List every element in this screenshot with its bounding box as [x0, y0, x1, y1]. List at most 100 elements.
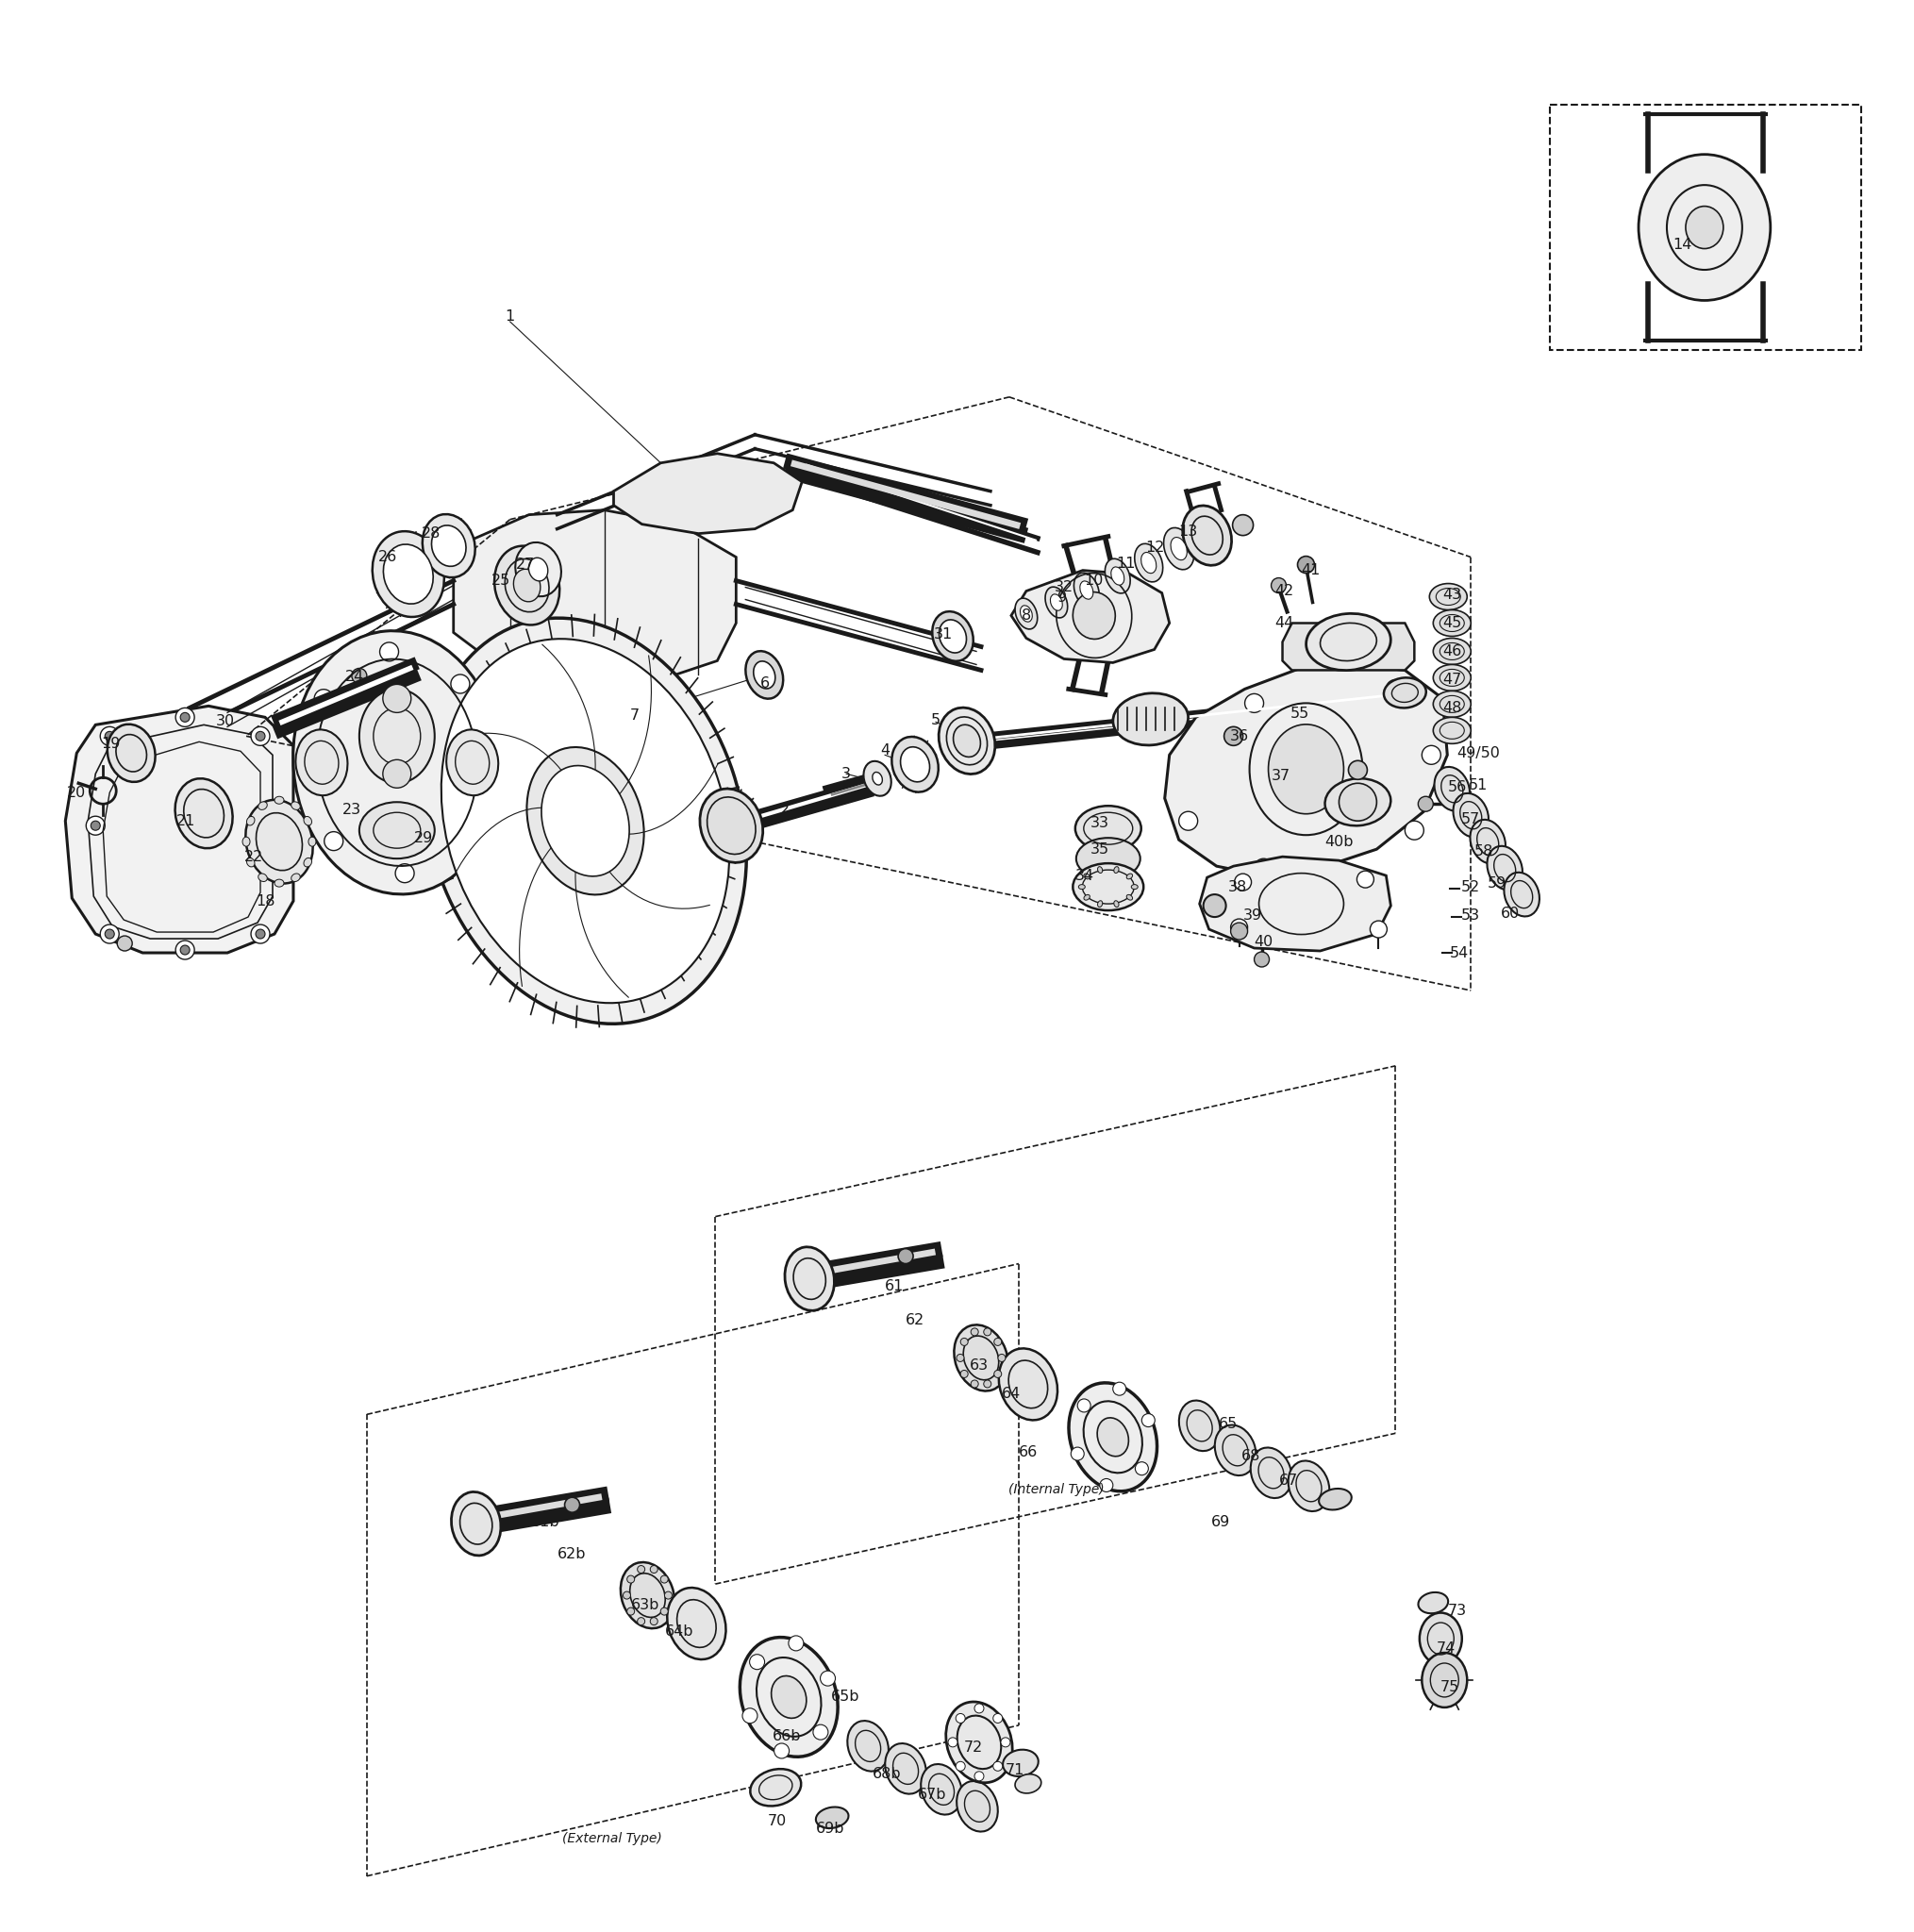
Text: 21: 21	[176, 813, 195, 829]
Text: 14: 14	[1673, 238, 1692, 251]
Circle shape	[813, 1725, 829, 1739]
Ellipse shape	[1422, 1652, 1468, 1708]
Circle shape	[1231, 920, 1248, 935]
Circle shape	[352, 668, 367, 684]
Text: 11: 11	[1116, 556, 1135, 570]
Ellipse shape	[1074, 864, 1143, 910]
Circle shape	[1235, 873, 1252, 891]
Circle shape	[1357, 871, 1374, 889]
Text: 55: 55	[1290, 707, 1309, 721]
Text: 48: 48	[1443, 701, 1462, 715]
Text: 46: 46	[1443, 643, 1462, 659]
Ellipse shape	[1051, 595, 1062, 611]
Ellipse shape	[1215, 1426, 1256, 1476]
Ellipse shape	[1127, 873, 1133, 879]
Circle shape	[821, 1671, 835, 1687]
Ellipse shape	[1114, 867, 1120, 873]
Text: 43: 43	[1443, 587, 1462, 603]
Polygon shape	[1200, 856, 1391, 951]
Text: 13: 13	[1179, 526, 1198, 539]
Ellipse shape	[953, 1325, 1009, 1391]
Ellipse shape	[1233, 514, 1254, 535]
Circle shape	[664, 1592, 672, 1600]
Ellipse shape	[938, 707, 995, 775]
Circle shape	[1143, 1414, 1154, 1428]
Circle shape	[743, 1708, 758, 1723]
Circle shape	[452, 674, 469, 694]
Text: (External Type): (External Type)	[563, 1832, 662, 1845]
Circle shape	[947, 1737, 957, 1747]
Ellipse shape	[1171, 537, 1187, 560]
Circle shape	[993, 1714, 1003, 1723]
Circle shape	[984, 1379, 991, 1387]
Circle shape	[105, 732, 115, 740]
Ellipse shape	[1183, 506, 1231, 566]
Ellipse shape	[308, 837, 316, 846]
Circle shape	[628, 1607, 635, 1615]
Ellipse shape	[1083, 873, 1089, 879]
Ellipse shape	[1250, 1447, 1292, 1497]
Text: 68: 68	[1240, 1449, 1259, 1463]
Circle shape	[270, 815, 289, 835]
Text: 20: 20	[67, 786, 86, 800]
Ellipse shape	[1003, 1750, 1039, 1776]
Ellipse shape	[1074, 591, 1116, 639]
Ellipse shape	[900, 748, 930, 782]
Text: 24: 24	[345, 670, 364, 684]
Ellipse shape	[513, 570, 540, 601]
Ellipse shape	[1083, 895, 1089, 900]
Circle shape	[1001, 1737, 1011, 1747]
Circle shape	[993, 1339, 1001, 1345]
Text: 58: 58	[1474, 844, 1493, 858]
Circle shape	[957, 1354, 965, 1362]
Ellipse shape	[383, 545, 433, 605]
Ellipse shape	[1179, 1401, 1219, 1451]
Text: 52: 52	[1460, 879, 1480, 895]
Ellipse shape	[741, 1636, 838, 1756]
Ellipse shape	[1135, 543, 1164, 582]
Ellipse shape	[892, 736, 938, 792]
Circle shape	[637, 1617, 645, 1625]
Circle shape	[1231, 923, 1248, 939]
Ellipse shape	[291, 802, 300, 810]
Ellipse shape	[957, 1781, 997, 1832]
Ellipse shape	[1504, 873, 1539, 916]
Text: 44: 44	[1275, 616, 1294, 630]
Text: 72: 72	[965, 1741, 984, 1754]
Ellipse shape	[1164, 527, 1194, 570]
Text: 47: 47	[1443, 672, 1462, 686]
Text: 26: 26	[377, 551, 396, 564]
Circle shape	[383, 684, 412, 713]
Text: 28: 28	[421, 527, 440, 541]
Ellipse shape	[528, 558, 547, 582]
Ellipse shape	[1045, 587, 1068, 618]
Ellipse shape	[1434, 665, 1470, 692]
Ellipse shape	[999, 1349, 1058, 1420]
Polygon shape	[1011, 570, 1169, 663]
Bar	[1550, 104, 1860, 350]
Ellipse shape	[1430, 583, 1468, 611]
Ellipse shape	[921, 1764, 963, 1814]
Text: 18: 18	[255, 895, 276, 908]
Ellipse shape	[425, 618, 746, 1024]
Ellipse shape	[1434, 692, 1470, 717]
Ellipse shape	[863, 761, 892, 796]
Ellipse shape	[1418, 1592, 1449, 1613]
Text: 66b: 66b	[773, 1729, 802, 1745]
Ellipse shape	[884, 1743, 926, 1795]
Circle shape	[176, 941, 195, 960]
Ellipse shape	[620, 1563, 674, 1629]
Text: 38: 38	[1227, 879, 1246, 895]
Ellipse shape	[848, 1721, 888, 1772]
Text: 64: 64	[1001, 1387, 1020, 1401]
Circle shape	[1101, 1478, 1112, 1492]
Ellipse shape	[360, 802, 434, 858]
Circle shape	[180, 945, 189, 954]
Circle shape	[628, 1575, 635, 1582]
Text: 64b: 64b	[666, 1625, 695, 1638]
Text: 61b: 61b	[532, 1515, 561, 1528]
Circle shape	[383, 759, 412, 788]
Ellipse shape	[1097, 900, 1102, 908]
Text: 9: 9	[1057, 591, 1066, 605]
Text: 61: 61	[884, 1279, 903, 1293]
